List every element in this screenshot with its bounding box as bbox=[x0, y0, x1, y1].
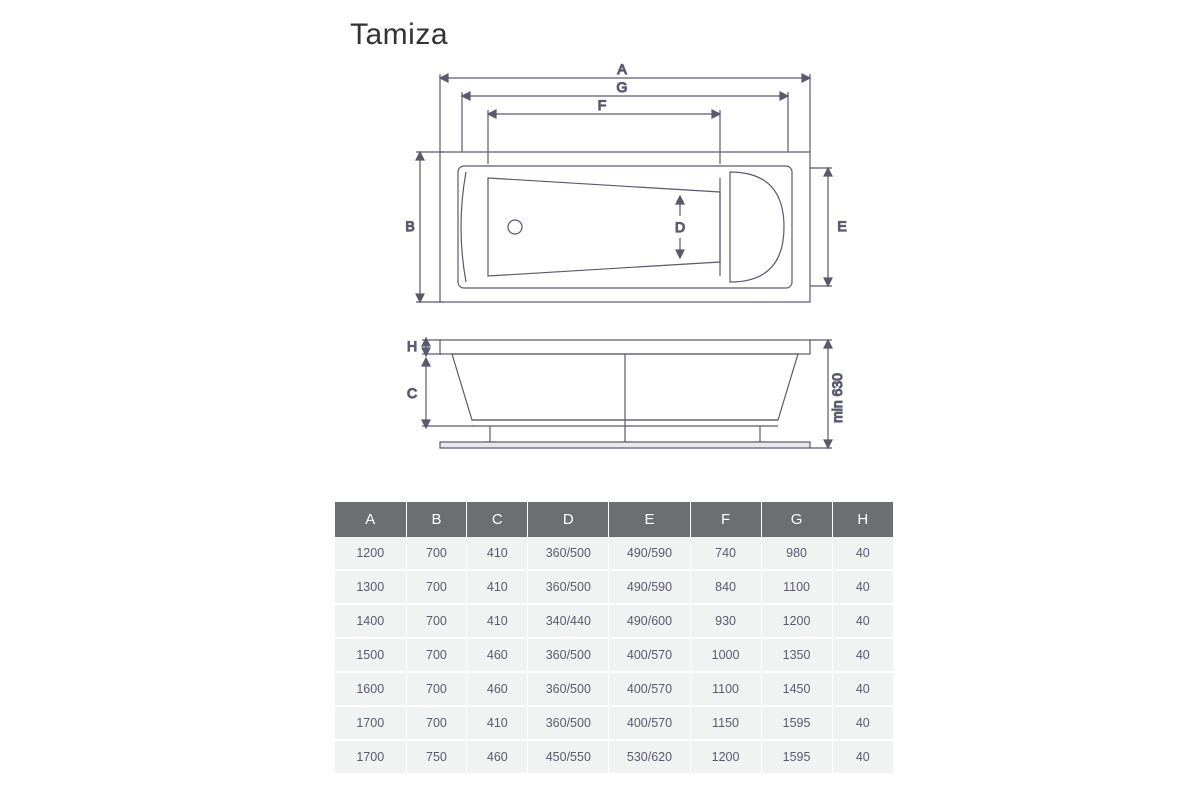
table-cell: 490/590 bbox=[609, 570, 690, 604]
table-cell: 40 bbox=[832, 672, 893, 706]
table-cell: 1450 bbox=[761, 672, 832, 706]
table-cell: 40 bbox=[832, 740, 893, 774]
table-cell: 410 bbox=[467, 604, 528, 638]
table-cell: 980 bbox=[761, 537, 832, 570]
table-cell: 460 bbox=[467, 638, 528, 672]
table-cell: 360/500 bbox=[528, 638, 609, 672]
table-cell: 40 bbox=[832, 604, 893, 638]
table-cell: 700 bbox=[406, 570, 467, 604]
dim-label-B: B bbox=[405, 218, 414, 234]
table-cell: 700 bbox=[406, 672, 467, 706]
table-cell: 360/500 bbox=[528, 706, 609, 740]
table-cell: 1200 bbox=[690, 740, 761, 774]
table-cell: 40 bbox=[832, 706, 893, 740]
dim-label-G: G bbox=[617, 79, 628, 95]
dim-label-min630: min 630 bbox=[829, 373, 845, 423]
table-cell: 700 bbox=[406, 706, 467, 740]
table-cell: 1200 bbox=[761, 604, 832, 638]
table-row: 1300700410360/500490/590840110040 bbox=[335, 570, 893, 604]
dim-label-D: D bbox=[675, 219, 685, 235]
table-cell: 1000 bbox=[690, 638, 761, 672]
col-header: B bbox=[406, 502, 467, 537]
table-cell: 840 bbox=[690, 570, 761, 604]
table-cell: 1600 bbox=[335, 672, 406, 706]
table-cell: 410 bbox=[467, 706, 528, 740]
table-row: 1400700410340/440490/600930120040 bbox=[335, 604, 893, 638]
table-cell: 1595 bbox=[761, 740, 832, 774]
table-row: 1500700460360/500400/5701000135040 bbox=[335, 638, 893, 672]
table-cell: 740 bbox=[690, 537, 761, 570]
table-cell: 1700 bbox=[335, 740, 406, 774]
table-cell: 460 bbox=[467, 672, 528, 706]
col-header: D bbox=[528, 502, 609, 537]
table-cell: 490/600 bbox=[609, 604, 690, 638]
table-cell: 530/620 bbox=[609, 740, 690, 774]
table-cell: 1700 bbox=[335, 706, 406, 740]
table-cell: 340/440 bbox=[528, 604, 609, 638]
table-row: 1600700460360/500400/5701100145040 bbox=[335, 672, 893, 706]
table-row: 1700700410360/500400/5701150159540 bbox=[335, 706, 893, 740]
table-cell: 700 bbox=[406, 537, 467, 570]
table-cell: 40 bbox=[832, 537, 893, 570]
table-cell: 450/550 bbox=[528, 740, 609, 774]
technical-diagram: A G F D bbox=[380, 60, 860, 480]
table-cell: 490/590 bbox=[609, 537, 690, 570]
table-cell: 1350 bbox=[761, 638, 832, 672]
table-cell: 930 bbox=[690, 604, 761, 638]
dim-label-A: A bbox=[617, 61, 627, 77]
table-cell: 460 bbox=[467, 740, 528, 774]
table-cell: 700 bbox=[406, 638, 467, 672]
dim-label-E: E bbox=[837, 218, 846, 234]
table-cell: 40 bbox=[832, 570, 893, 604]
table-cell: 1500 bbox=[335, 638, 406, 672]
table-cell: 1150 bbox=[690, 706, 761, 740]
col-header: G bbox=[761, 502, 832, 537]
col-header: H bbox=[832, 502, 893, 537]
table-cell: 750 bbox=[406, 740, 467, 774]
table-cell: 40 bbox=[832, 638, 893, 672]
table-row: 1200700410360/500490/59074098040 bbox=[335, 537, 893, 570]
table-row: 1700750460450/550530/6201200159540 bbox=[335, 740, 893, 774]
table-cell: 360/500 bbox=[528, 537, 609, 570]
table-cell: 1200 bbox=[335, 537, 406, 570]
table-cell: 1595 bbox=[761, 706, 832, 740]
table-cell: 360/500 bbox=[528, 672, 609, 706]
product-title: Tamiza bbox=[350, 18, 448, 52]
col-header: F bbox=[690, 502, 761, 537]
table-cell: 360/500 bbox=[528, 570, 609, 604]
table-cell: 1300 bbox=[335, 570, 406, 604]
col-header: E bbox=[609, 502, 690, 537]
col-header: C bbox=[467, 502, 528, 537]
table-cell: 1100 bbox=[690, 672, 761, 706]
dim-label-C: C bbox=[407, 385, 417, 401]
table-cell: 400/570 bbox=[609, 706, 690, 740]
table-cell: 700 bbox=[406, 604, 467, 638]
table-cell: 410 bbox=[467, 537, 528, 570]
dim-label-F: F bbox=[598, 97, 607, 113]
dimensions-table: ABCDEFGH 1200700410360/500490/5907409804… bbox=[335, 502, 893, 775]
dim-label-H: H bbox=[407, 338, 417, 354]
table-cell: 410 bbox=[467, 570, 528, 604]
table-cell: 1400 bbox=[335, 604, 406, 638]
table-cell: 400/570 bbox=[609, 672, 690, 706]
col-header: A bbox=[335, 502, 406, 537]
table-cell: 400/570 bbox=[609, 638, 690, 672]
table-cell: 1100 bbox=[761, 570, 832, 604]
